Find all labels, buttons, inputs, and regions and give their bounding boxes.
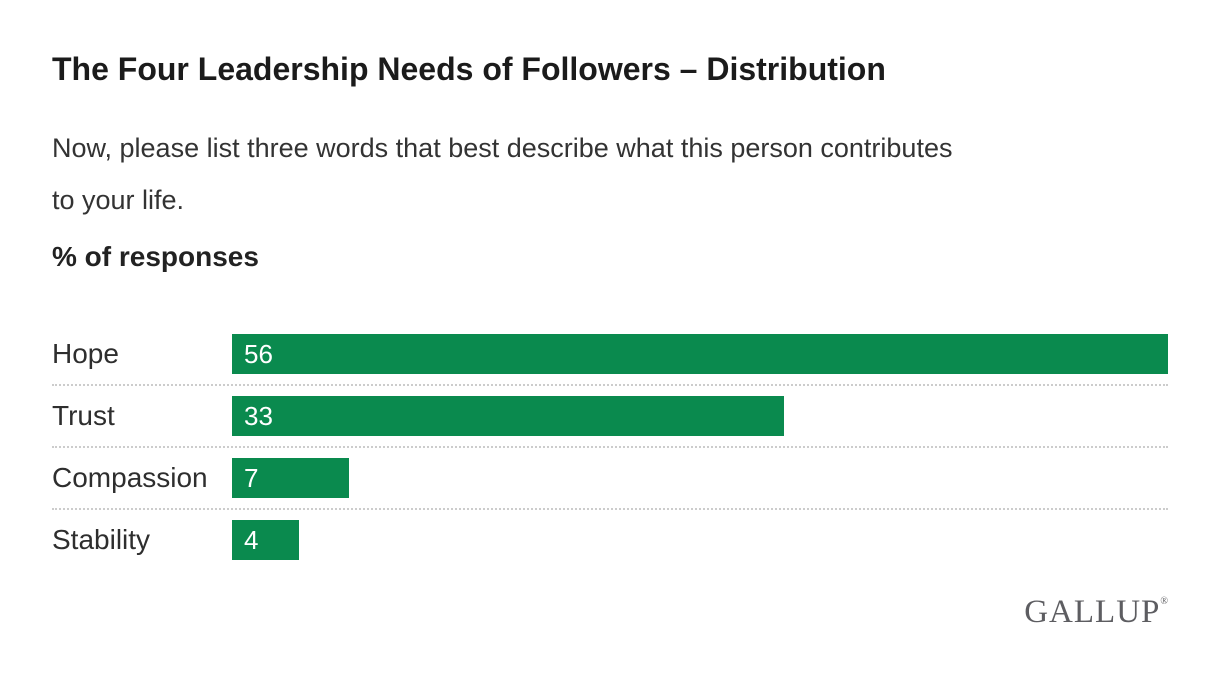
bar-trust: 33 — [232, 396, 784, 436]
footer: GALLUP® — [52, 596, 1168, 629]
registered-trademark-icon: ® — [1160, 596, 1168, 607]
chart-row-hope: Hope 56 — [52, 334, 1168, 374]
chart-row-stability: Stability 4 — [52, 520, 1168, 560]
chart-row-trust: Trust 33 — [52, 396, 1168, 436]
bar-value-label: 33 — [244, 401, 273, 431]
category-label: Hope — [52, 338, 119, 369]
chart-row-compassion: Compassion 7 — [52, 458, 1168, 498]
bar-track: 56 — [232, 334, 1168, 374]
bar-track: 4 — [232, 520, 1168, 560]
bar-stability: 4 — [232, 520, 299, 560]
chart-subtitle: Now, please list three words that best d… — [52, 122, 1168, 226]
bar-hope: 56 — [232, 334, 1168, 374]
bar-track: 33 — [232, 396, 1168, 436]
bar-track: 7 — [232, 458, 1168, 498]
row-separator — [52, 508, 1168, 510]
bar-chart: Hope 56 Trust 33 Compassion 7 Stability 4 — [52, 334, 1168, 560]
category-label: Trust — [52, 400, 115, 431]
subtitle-line-1: Now, please list three words that best d… — [52, 133, 953, 163]
bar-value-label: 56 — [244, 339, 273, 369]
gallup-logo: GALLUP® — [1024, 596, 1168, 629]
chart-title: The Four Leadership Needs of Followers –… — [52, 51, 886, 87]
bar-value-label: 4 — [244, 525, 259, 555]
category-label: Compassion — [52, 462, 208, 493]
unit-label: % of responses — [52, 241, 259, 272]
row-separator — [52, 384, 1168, 386]
row-separator — [52, 446, 1168, 448]
subtitle-line-2: to your life. — [52, 185, 185, 215]
category-label: Stability — [52, 524, 151, 555]
bar-value-label: 7 — [244, 463, 259, 493]
gallup-logo-text: GALLUP — [1024, 594, 1161, 630]
bar-compassion: 7 — [232, 458, 349, 498]
